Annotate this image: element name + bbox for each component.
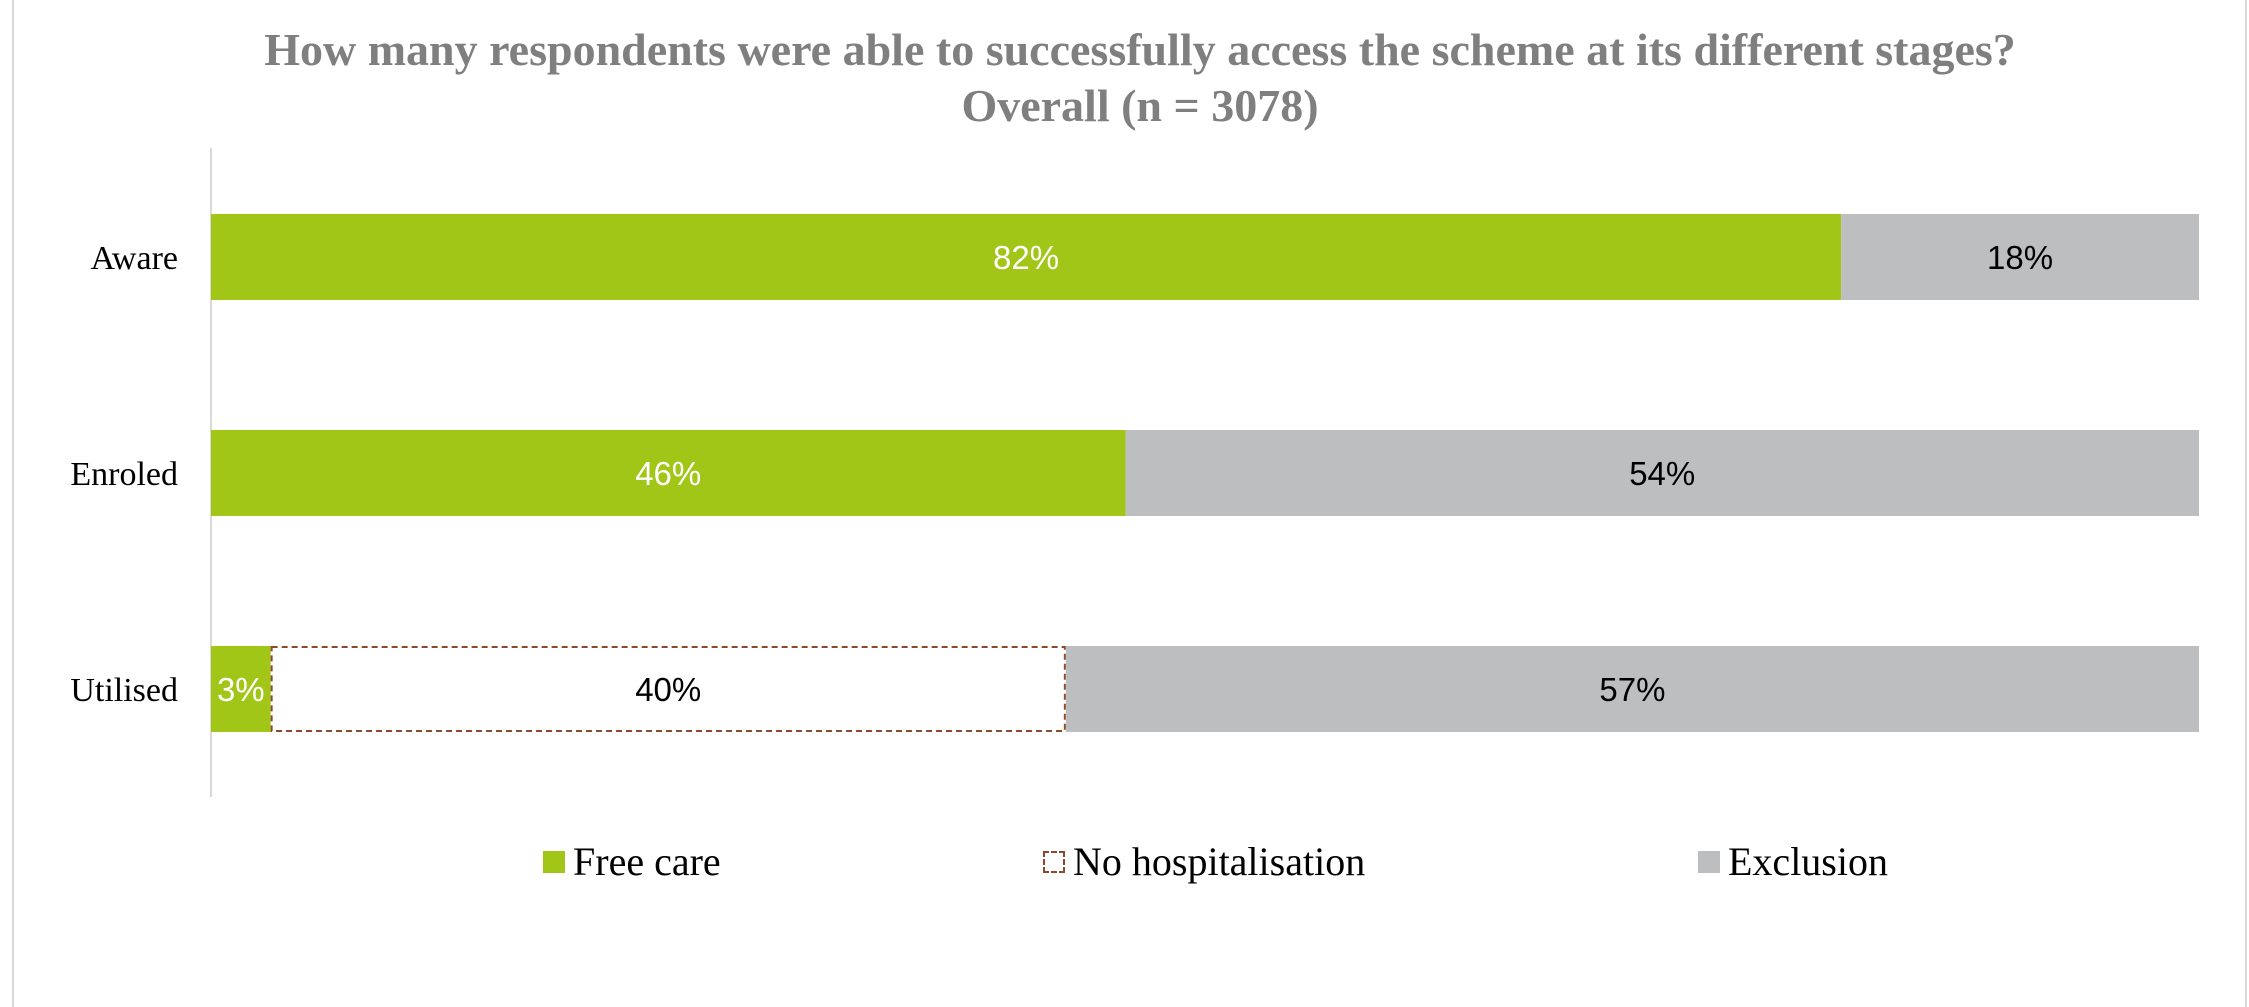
chart-title: How many respondents were able to succes… [264,24,2016,131]
legend-label-no-hospitalisation: No hospitalisation [1073,839,1366,884]
category-label: Enroled [70,456,178,493]
data-label: 18% [1987,239,2053,276]
category-label: Aware [91,240,179,277]
data-label: 40% [635,671,701,708]
bar-segment-exclusion [1841,214,2199,300]
bar-segment-free-care [211,214,1842,300]
legend-item-free-care: Free care [543,838,721,885]
data-label: 57% [1599,671,1665,708]
bar-segment-free-care [211,646,271,732]
legend-label-exclusion: Exclusion [1728,839,1888,884]
legend-label-free-care: Free care [573,839,721,884]
legend-swatch-free-care [543,850,565,873]
bar-segment-exclusion [1125,430,2199,516]
legend-swatch-exclusion [1698,850,1720,873]
legend-swatch-no-hospitalisation [1043,850,1065,873]
chart-legend: Free care No hospitalisation Exclusion [0,838,2249,888]
legend-item-exclusion: Exclusion [1698,838,1888,885]
bar-segment-exclusion [1065,646,2199,732]
chart-frame [12,0,2247,1007]
category-label: Utilised [70,672,178,709]
data-label: 54% [1629,455,1695,492]
bar-segment-free-care [211,430,1126,516]
data-label: 3% [217,671,265,708]
bar-segment-no-hospitalisation [270,646,1066,732]
legend-item-no-hospitalisation: No hospitalisation [1043,838,1365,885]
data-label: 82% [993,239,1059,276]
data-label: 46% [635,455,701,492]
